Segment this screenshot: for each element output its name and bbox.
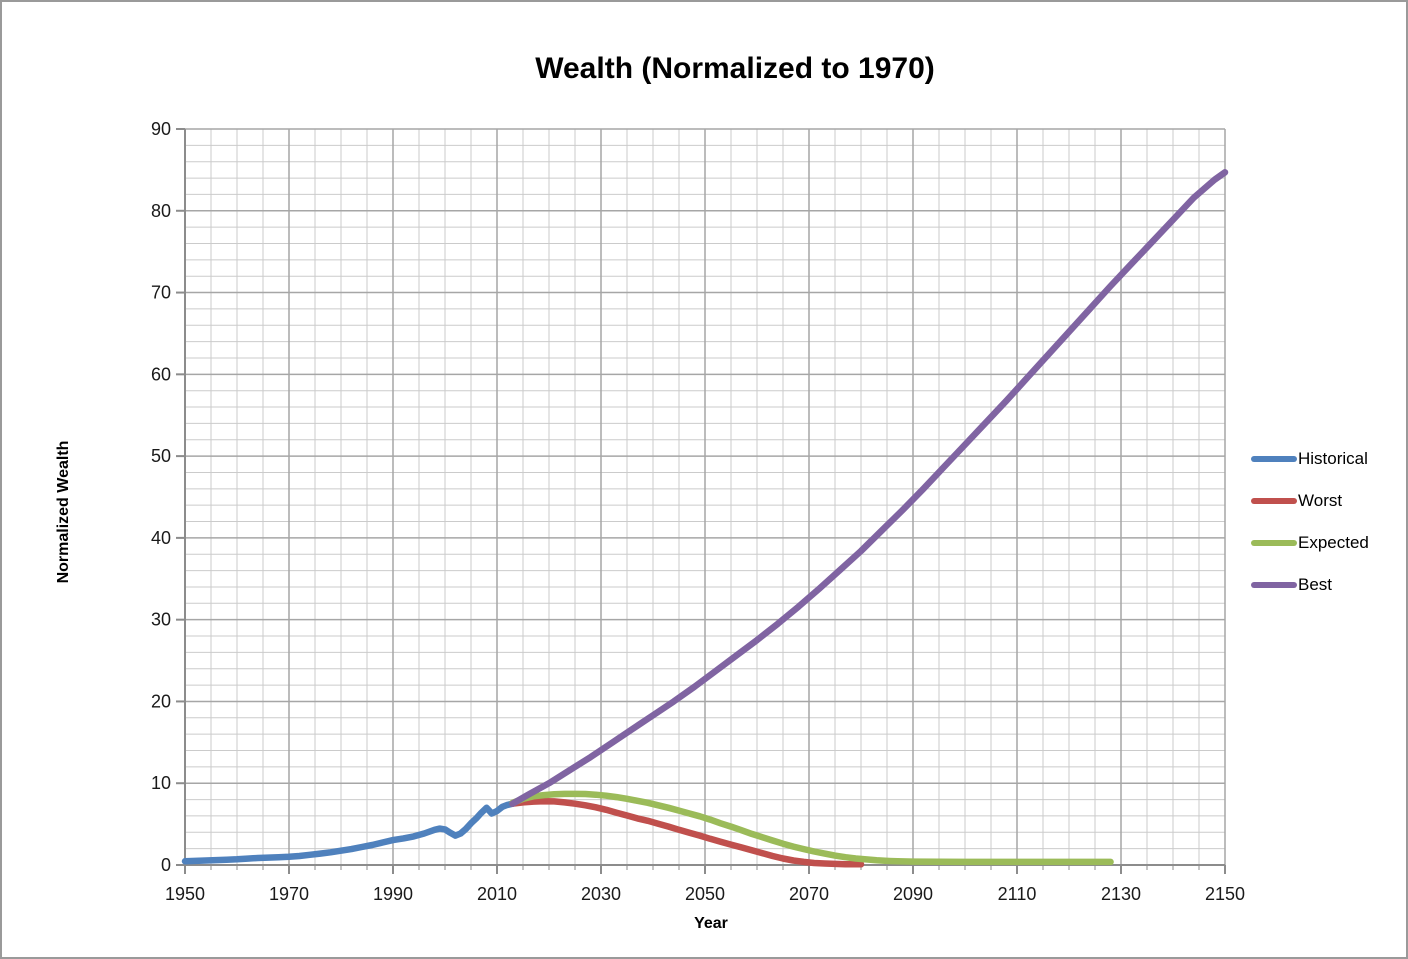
series-line-historical <box>181 800 516 865</box>
y-tick-label: 10 <box>151 773 171 793</box>
legend: Historical Worst Expected Best <box>1251 438 1369 606</box>
legend-label-historical: Historical <box>1298 449 1368 468</box>
x-tick-label: 2130 <box>1101 884 1141 904</box>
legend-item-expected: Expected <box>1251 522 1369 564</box>
y-axis-title: Normalized Wealth <box>55 440 72 584</box>
x-tick-label: 2150 <box>1205 884 1245 904</box>
series-line-expected <box>509 790 1114 866</box>
x-tick-label: 1970 <box>269 884 309 904</box>
y-tick-label: 80 <box>151 201 171 221</box>
x-tick-label: 2090 <box>893 884 933 904</box>
legend-item-historical: Historical <box>1251 438 1369 480</box>
legend-label-best: Best <box>1298 575 1333 594</box>
best-line-swatch <box>1251 582 1297 588</box>
y-tick-label: 70 <box>151 283 171 303</box>
historical-line-swatch <box>1251 456 1297 462</box>
y-tick-label: 20 <box>151 691 171 711</box>
x-tick-label: 2070 <box>789 884 829 904</box>
y-tick-label: 0 <box>161 855 171 875</box>
legend-item-best: Best <box>1251 564 1369 606</box>
series-line-worst <box>509 797 865 868</box>
legend-label-worst: Worst <box>1298 491 1343 510</box>
x-tick-label: 2110 <box>998 884 1037 904</box>
legend-label-expected: Expected <box>1298 533 1369 552</box>
x-tick-label: 2010 <box>477 884 517 904</box>
y-tick-label: 60 <box>151 364 171 384</box>
x-tick-label: 2030 <box>581 884 621 904</box>
series-line-best <box>509 169 1229 807</box>
worst-line-swatch <box>1251 498 1297 504</box>
x-tick-label: 1950 <box>165 884 205 904</box>
legend-item-worst: Worst <box>1251 480 1369 522</box>
y-tick-label: 50 <box>151 446 171 466</box>
x-tick-label: 2050 <box>685 884 725 904</box>
x-tick-label: 1990 <box>373 884 413 904</box>
y-tick-label: 30 <box>151 610 171 630</box>
y-tick-label: 40 <box>151 528 171 548</box>
expected-line-swatch <box>1251 540 1297 546</box>
x-axis-title: Year <box>694 915 728 932</box>
chart-title: Wealth (Normalized to 1970) <box>535 52 935 85</box>
y-tick-label: 90 <box>151 119 171 139</box>
